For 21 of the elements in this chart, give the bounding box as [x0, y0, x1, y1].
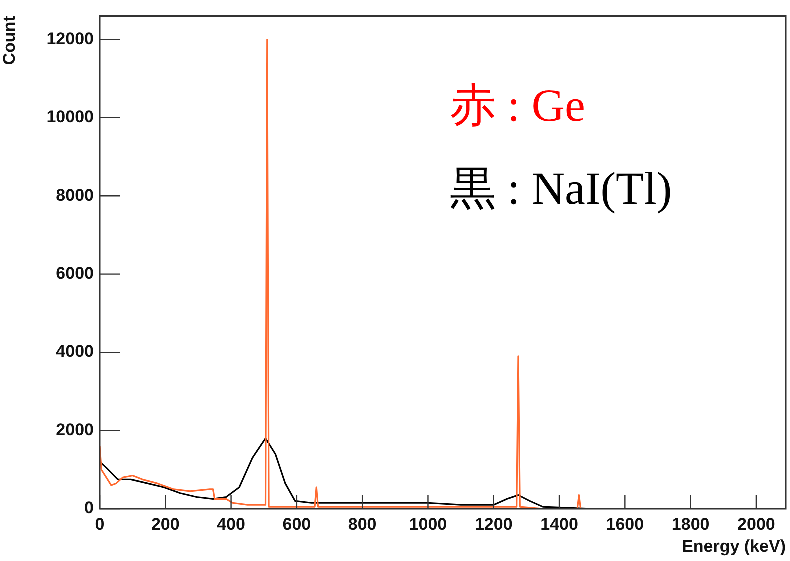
x-tick-label: 1400: [540, 514, 578, 534]
y-axis-title: Count: [0, 16, 20, 66]
annotation: 黒 : NaI(Tl): [450, 163, 672, 214]
x-tick-label: 1000: [409, 514, 448, 534]
x-tick-label: 1200: [474, 514, 513, 534]
annotation: 赤 : Ge: [450, 80, 586, 132]
x-tick-label: 200: [151, 514, 180, 534]
y-tick-label: 0: [84, 498, 94, 518]
y-tick-label: 4000: [56, 342, 94, 362]
x-tick-label: 1600: [606, 514, 644, 534]
x-tick-label: 2000: [738, 514, 776, 534]
x-tick-label: 400: [217, 514, 246, 534]
x-axis-title: Energy (keV): [682, 537, 786, 556]
y-tick-label: 6000: [56, 264, 94, 284]
y-tick-label: 2000: [56, 420, 94, 440]
y-tick-label: 8000: [56, 186, 94, 205]
y-tick-label: 12000: [46, 29, 94, 48]
x-tick-label: 600: [282, 514, 312, 534]
x-tick-label: 1800: [672, 514, 710, 534]
x-tick-label: 800: [348, 514, 377, 534]
y-tick-label: 10000: [46, 108, 94, 127]
